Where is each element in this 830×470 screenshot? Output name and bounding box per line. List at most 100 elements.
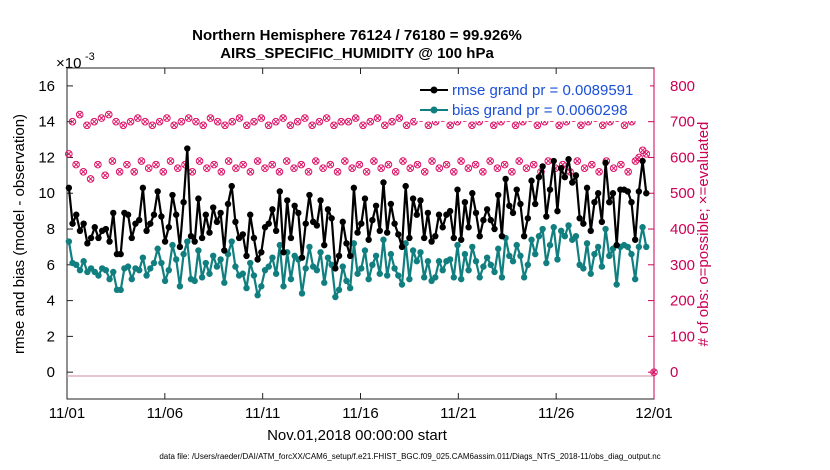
rmse-marker: [76, 227, 84, 235]
bias-marker: [298, 290, 306, 297]
obs-possible-marker: [224, 157, 233, 165]
obs-evaluated-marker: [95, 161, 101, 168]
obs-possible-marker: [272, 117, 280, 126]
bias-marker: [535, 232, 543, 240]
obs-possible-marker: [184, 114, 193, 122]
obs-evaluated-marker: [316, 118, 323, 125]
obs-possible-marker: [341, 157, 349, 165]
bias-marker: [191, 277, 198, 285]
y-axis-ticks: 0 2 4 6 8 10 12 14 16: [38, 78, 73, 381]
obs-evaluated-marker: [312, 158, 319, 164]
obs-possible-marker: [635, 153, 643, 162]
obs-possible-marker: [126, 117, 135, 126]
obs-evaluated-marker: [327, 161, 334, 168]
obs-possible-marker: [370, 157, 378, 165]
obs-possible-marker: [115, 167, 124, 176]
obs-possible-marker: [515, 157, 523, 165]
obs-possible-marker: [555, 121, 563, 130]
obs-evaluated-marker: [469, 122, 475, 129]
rmse-marker: [428, 238, 435, 245]
obs-possible-marker: [598, 121, 607, 130]
rmse-marker: [557, 164, 565, 172]
obs-evaluated-marker: [98, 115, 105, 121]
obs-evaluated-marker: [291, 165, 297, 172]
obs-evaluated-marker: [618, 161, 624, 168]
obs-evaluated-marker: [385, 161, 392, 168]
obs-evaluated-marker: [309, 122, 316, 129]
rmse-marker: [313, 222, 321, 229]
rmse-marker: [506, 202, 513, 209]
obs-possible-marker: [650, 368, 658, 376]
obs-evaluated-marker: [530, 161, 537, 168]
rmse-marker: [354, 229, 361, 236]
obs-possible-marker: [195, 157, 204, 165]
bias-marker: [606, 252, 613, 260]
bias-marker: [591, 250, 598, 258]
rmse-marker: [495, 191, 502, 199]
obs-possible-marker: [381, 121, 389, 130]
obs-possible-marker: [446, 121, 454, 130]
obs-evaluated-marker: [490, 122, 497, 129]
obs-evaluated-marker: [156, 118, 163, 125]
bias-marker: [250, 272, 258, 279]
obs-possible-marker: [413, 160, 422, 169]
obs-possible-marker: [261, 164, 269, 172]
obs-possible-marker: [199, 121, 208, 130]
rmse-marker: [576, 215, 583, 222]
obs-possible-marker: [406, 164, 415, 172]
obs-possible-marker: [275, 167, 284, 176]
obs-possible-marker: [351, 114, 360, 122]
obs-evaluated-marker: [91, 118, 98, 125]
obs-evaluated-marker: [443, 161, 450, 168]
obs-evaluated-marker: [272, 118, 279, 125]
bias-marker: [398, 281, 406, 288]
rmse-marker: [280, 249, 287, 256]
obs-possible-marker: [391, 167, 400, 176]
obs-evaluated-marker: [403, 122, 410, 129]
bias-marker: [239, 270, 247, 277]
obs-possible-marker: [435, 164, 444, 172]
bias-marker: [110, 268, 117, 276]
rmse-marker: [628, 198, 635, 206]
bias-marker: [594, 243, 602, 251]
bias-marker: [80, 258, 87, 265]
obs-evaluated-marker: [87, 176, 94, 182]
y2-tick-label: 700: [670, 114, 695, 131]
rmse-marker: [73, 211, 80, 218]
obs-possible-marker: [137, 157, 146, 165]
bias-marker: [195, 247, 202, 254]
rmse-marker: [332, 265, 339, 272]
bias-marker: [95, 272, 102, 279]
bias-marker: [280, 283, 287, 290]
obs-possible-marker: [359, 121, 367, 130]
x-tick-label: 11/11: [245, 405, 280, 422]
bias-marker: [321, 279, 328, 286]
obs-possible-marker: [155, 117, 164, 126]
rmse-marker: [639, 157, 646, 165]
rmse-marker: [269, 206, 276, 213]
obs-evaluated-marker: [381, 122, 388, 129]
obs-possible-marker: [522, 164, 531, 172]
obs-possible-marker: [588, 160, 596, 169]
obs-evaluated-marker: [516, 158, 523, 164]
rmse-marker: [335, 252, 343, 260]
rmse-marker: [339, 218, 346, 226]
obs-evaluated-marker: [283, 158, 290, 164]
rmse-marker: [228, 182, 235, 190]
rmse-marker: [184, 145, 191, 152]
obs-evaluated-marker: [331, 122, 337, 129]
rmse-marker: [224, 200, 232, 208]
obs-evaluated-marker: [465, 165, 472, 172]
rmse-marker: [472, 209, 480, 217]
obs-possible-marker: [86, 175, 95, 183]
bias-marker: [124, 263, 132, 270]
obs-evaluated-marker: [643, 151, 650, 157]
obs-evaluated-marker: [65, 151, 72, 157]
obs-evaluated-marker: [167, 158, 174, 164]
obs-possible-marker: [134, 114, 142, 122]
bias-marker: [472, 258, 480, 265]
obs-possible-marker: [362, 167, 371, 176]
y-tick-label: 0: [47, 364, 55, 381]
obs-evaluated-marker: [211, 161, 217, 168]
